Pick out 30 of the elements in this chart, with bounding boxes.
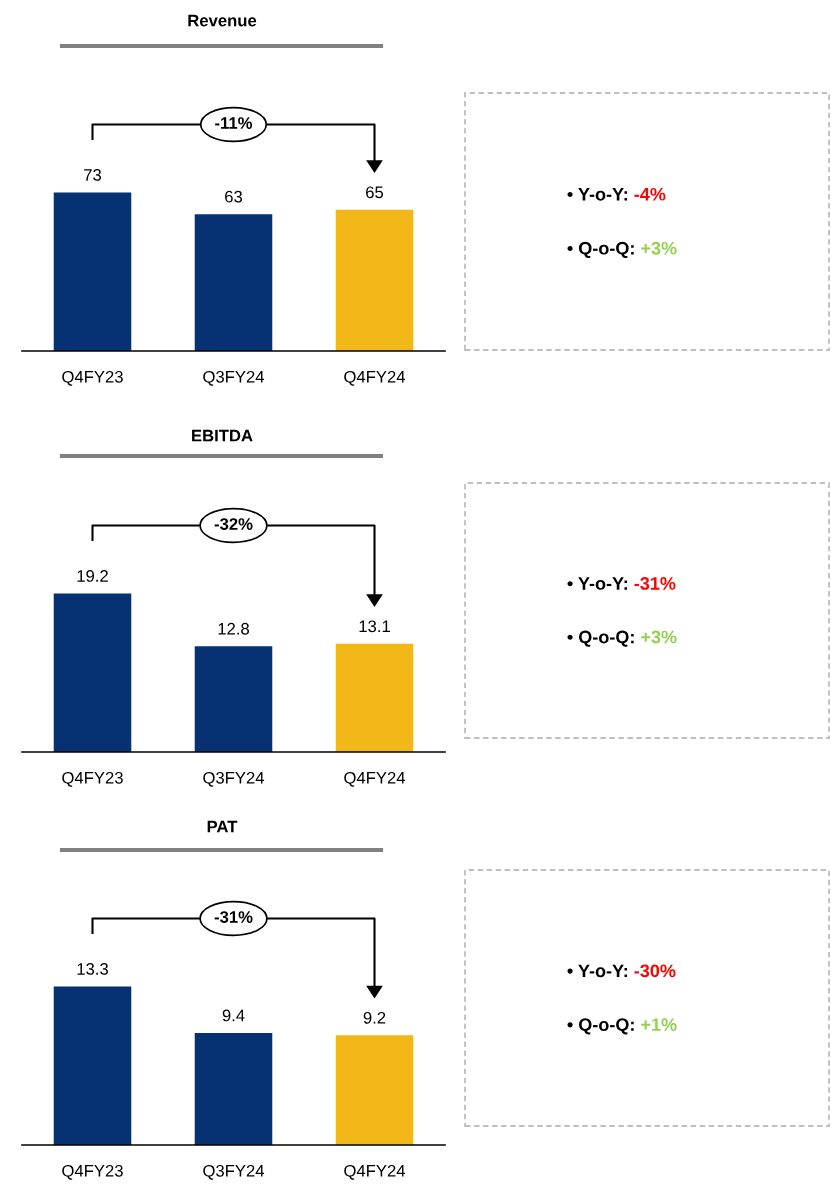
x-tick-label: Q3FY24 [203,771,265,787]
data-label: 63 [225,190,243,203]
data-label: 13.3 [77,963,108,975]
data-label: 73 [84,169,102,181]
data-label: 12.8 [218,622,249,635]
chart-title: EBITDA [192,429,253,442]
x-tick-label: Q3FY24 [203,1164,265,1180]
text: • Q-o-Q: +3% [567,630,677,647]
data-label: 65 [366,186,384,199]
text: • Y-o-Y: -4% [567,187,666,201]
text: • Y-o-Y: -31% [567,577,676,590]
text: -32% [214,518,253,530]
x-tick-label: Q4FY24 [344,1164,406,1180]
text: -11% [215,117,253,129]
x-tick-label: Q4FY24 [344,771,406,787]
x-tick-label: Q4FY23 [62,1164,123,1180]
x-tick-label: Q4FY23 [62,370,123,386]
chart-title: Revenue [188,14,257,27]
x-tick-label: Q4FY23 [62,771,123,787]
x-tick-label: Q4FY24 [344,370,406,386]
text: • Q-o-Q: +1% [567,1018,677,1035]
text: -31% [214,911,253,923]
x-tick-label: Q3FY24 [203,370,265,386]
data-label: 9.2 [363,1011,386,1024]
chart-title: PAT [207,820,238,833]
data-label: 13.1 [359,620,390,633]
data-label: 9.4 [222,1009,245,1022]
data-label: 19.2 [77,570,108,582]
text: • Y-o-Y: -30% [567,964,676,978]
text: • Q-o-Q: +3% [567,241,677,258]
